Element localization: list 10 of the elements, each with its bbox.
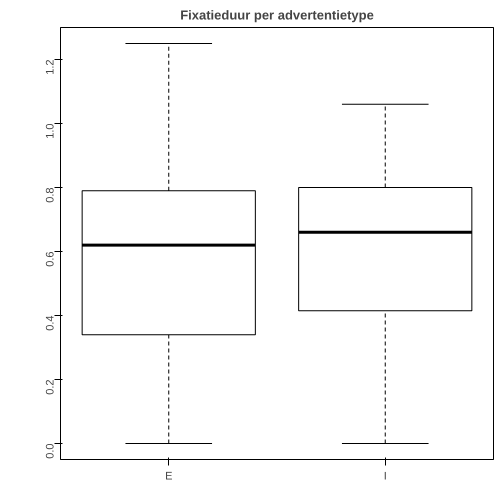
y-tick-label: 1.0 <box>44 123 56 139</box>
x-tick-label: E <box>165 470 172 482</box>
y-tick-label: 0.8 <box>44 187 56 203</box>
y-tick-label: 0.4 <box>44 315 56 331</box>
y-tick-label: 0.2 <box>44 379 56 395</box>
y-tick-label: 1.2 <box>44 59 56 75</box>
y-tick-label: 0.6 <box>44 251 56 267</box>
chart-title: Fixatieduur per advertentietype <box>180 8 374 22</box>
x-tick-label: I <box>384 470 387 482</box>
y-tick-label: 0.0 <box>44 443 56 459</box>
